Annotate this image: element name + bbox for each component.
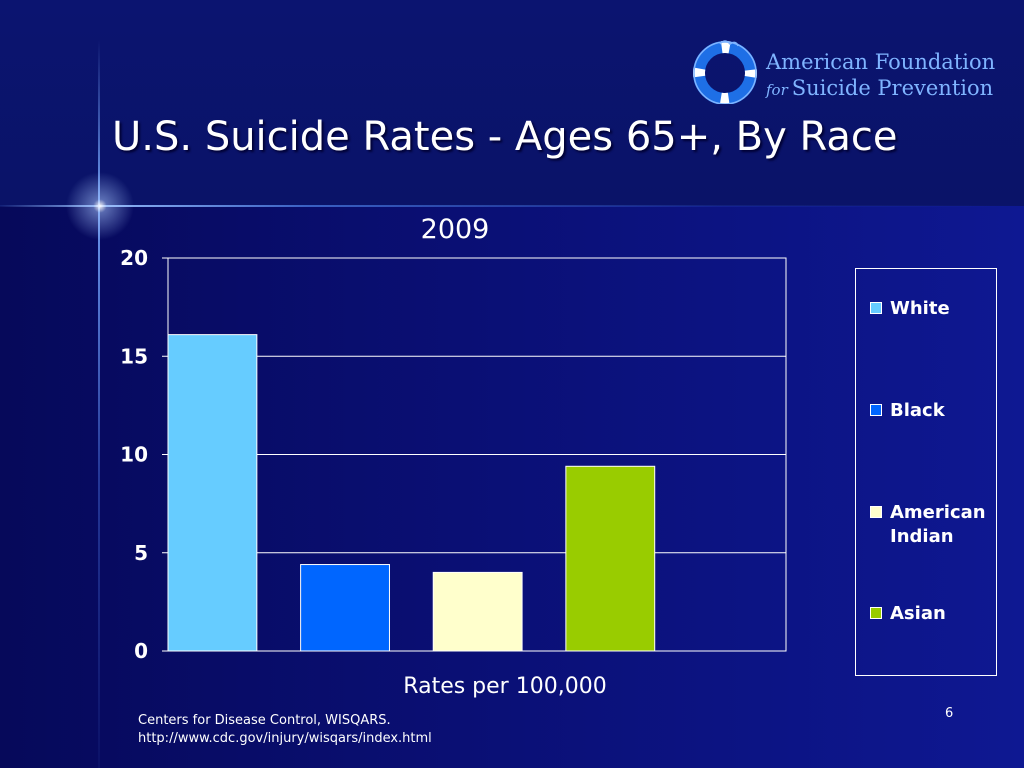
chart-legend: White Black American Indian Asian xyxy=(855,268,997,676)
logo-text-line1: American Foundation xyxy=(766,50,996,74)
header-band xyxy=(0,0,1024,206)
decorative-vertical-line xyxy=(98,40,100,768)
legend-label-black: Black xyxy=(890,400,945,421)
logo-text-line2-main: Suicide Prevention xyxy=(791,76,994,100)
legend-swatch-american-indian xyxy=(870,506,882,518)
y-tick-label: 0 xyxy=(134,639,148,663)
legend-swatch-asian xyxy=(870,607,882,619)
bar-white xyxy=(167,334,258,652)
y-tick-label: 20 xyxy=(120,246,148,270)
legend-swatch-white xyxy=(870,302,882,314)
legend-label-white: White xyxy=(890,298,950,319)
slide-title: U.S. Suicide Rates - Ages 65+, By Race xyxy=(112,114,898,160)
page-number: 6 xyxy=(945,706,954,721)
legend-label-american-indian: American Indian xyxy=(890,502,986,547)
decorative-horizontal-line xyxy=(0,205,1024,207)
bar-black xyxy=(300,564,390,652)
source-citation: Centers for Disease Control, WISQARS. xyxy=(138,713,391,728)
logo-text-line2: for Suicide Prevention xyxy=(766,76,993,100)
bar-asian xyxy=(565,465,656,652)
y-tick-label: 15 xyxy=(120,344,148,368)
decorative-star-glow xyxy=(60,166,140,246)
bar-american-indian xyxy=(432,571,523,652)
afsp-logo: American Foundation for Suicide Preventio… xyxy=(688,36,1008,110)
life-ring-icon xyxy=(693,40,757,104)
logo-for-word: for xyxy=(766,81,788,99)
y-tick-label: 10 xyxy=(120,443,148,467)
y-tick-label: 5 xyxy=(134,541,148,565)
legend-swatch-black xyxy=(870,404,882,416)
legend-label-asian: Asian xyxy=(890,603,946,624)
x-axis-label: Rates per 100,000 xyxy=(403,674,607,699)
source-url: http://www.cdc.gov/injury/wisqars/index.… xyxy=(138,731,432,746)
chart-title: 2009 xyxy=(420,214,490,245)
